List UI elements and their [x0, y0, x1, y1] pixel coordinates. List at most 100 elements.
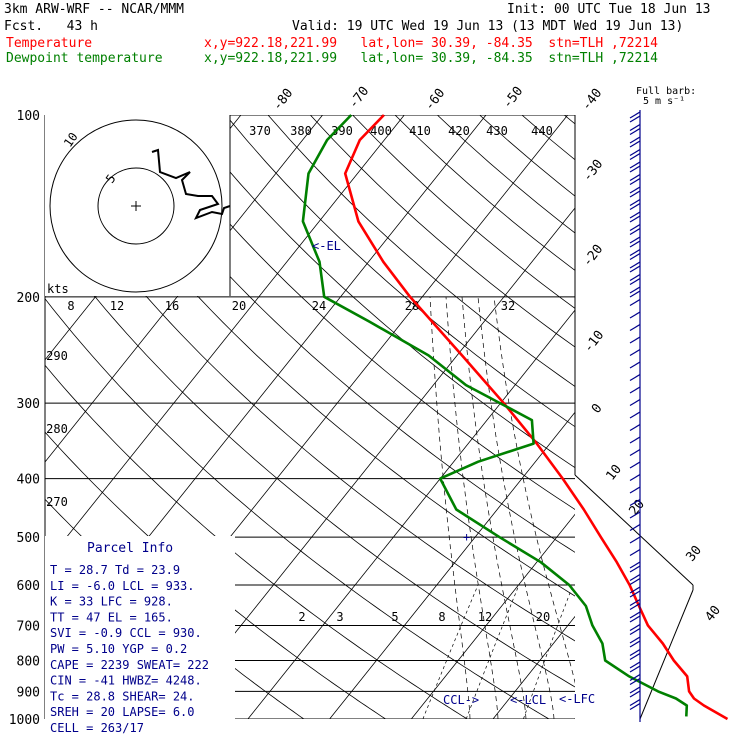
speed-axis-label: 24: [312, 299, 326, 313]
dry-adiabat: [225, 115, 575, 428]
theta-label: 290: [46, 349, 68, 363]
full-barb-label: Full barb:: [636, 86, 696, 97]
pressure-label: 800: [17, 654, 40, 669]
wind-barb: [629, 636, 641, 644]
parcel-info-title: Parcel Info: [87, 541, 173, 556]
wind-barb: [629, 436, 641, 444]
parcel-info-row: CELL = 263/17: [50, 721, 144, 735]
pressure-label: 200: [17, 291, 40, 306]
wind-barb: [629, 473, 641, 482]
valid-time: Valid: 19 UTC Wed 19 Jun 13 (13 MDT Wed …: [292, 19, 684, 34]
wind-barb: [629, 536, 641, 544]
mixing-ratio-line: [465, 584, 520, 719]
theta-label: 270: [46, 495, 68, 509]
dry-adiabat: [267, 115, 575, 387]
hodograph-ring-inner: [97, 167, 175, 245]
dry-adiabat: [437, 115, 575, 234]
wind-barb: [629, 165, 641, 173]
mixing-ratio-label: 20: [536, 610, 550, 624]
wind-barb: [629, 361, 641, 369]
moist-adiabat-line: [429, 296, 471, 719]
wind-barb: [629, 161, 641, 169]
pressure-label: 900: [17, 685, 40, 700]
dry-adiabat: [98, 115, 575, 553]
parcel-info-row: CAPE = 2239 SWEAT= 222: [50, 658, 209, 672]
pressure-label: 400: [17, 473, 40, 488]
wind-barb: [629, 611, 641, 619]
parcel-info-row: K = 33 LFC = 928.: [50, 595, 173, 609]
wind-barb: [629, 498, 641, 507]
pressure-label: 600: [17, 579, 40, 594]
wind-barb: [629, 652, 641, 661]
wind-barb: [629, 586, 641, 594]
parcel-info-row: PW = 5.10 YGP = 0.2: [50, 642, 187, 656]
mixing-ratio-line: [422, 584, 479, 719]
dewpoint-location: x,y=922.18,221.99 lat,lon= 30.39, -84.35…: [204, 51, 658, 66]
wind-barb: [629, 202, 641, 211]
speed-axis-label: 16: [165, 299, 179, 313]
wind-barb: [629, 486, 641, 494]
dry-adiabat: [56, 115, 575, 597]
wind-barb: [629, 702, 641, 711]
isotherm-line: [410, 513, 575, 719]
wind-barb: [629, 690, 641, 698]
el-marker: <-EL: [312, 239, 341, 253]
parcel-info-row: SVI = -0.9 CCL = 930.: [50, 626, 202, 640]
speed-axis-label: 12: [110, 299, 124, 313]
parcel-info-row: LI = -6.0 LCL = 933.: [50, 579, 195, 593]
temperature-location: x,y=922.18,221.99 lat,lon= 30.39, -84.35…: [204, 36, 658, 51]
pressure-label: 1000: [9, 713, 40, 728]
wind-barb: [629, 290, 641, 298]
wind-barb: [629, 423, 641, 432]
wind-barb: [629, 248, 641, 257]
hodograph-trace: [151, 148, 231, 220]
mixing-ratio-label: 12: [478, 610, 492, 624]
isotherm-label: 30: [684, 543, 705, 565]
wind-barb: [629, 265, 641, 273]
isotherm-line: [247, 309, 575, 719]
wind-barb: [629, 661, 641, 669]
theta-label: 390: [331, 124, 353, 138]
model-title: 3km ARW-WRF -- NCAR/MMM: [4, 2, 185, 17]
full-barb-value: 5 m s⁻¹: [643, 96, 685, 107]
wind-barb: [629, 598, 641, 607]
dry-adiabat: [45, 164, 575, 642]
wind-barb: [629, 523, 641, 532]
wind-barb: [629, 627, 641, 636]
skew-edge-lower: [639, 589, 694, 720]
mixing-ratio-label: 3: [336, 610, 343, 624]
wind-barb: [629, 665, 641, 673]
wind-barb: [629, 115, 641, 123]
wind-barb: [629, 615, 641, 623]
wind-barb: [629, 215, 641, 223]
isotherm-label: -40: [579, 86, 605, 114]
wind-barb: [629, 277, 641, 286]
wind-barb: [629, 336, 641, 344]
theta-label: 400: [370, 124, 392, 138]
init-time: Init: 00 UTC Tue 18 Jun 13: [507, 2, 711, 17]
theta-label: 280: [46, 422, 68, 436]
mixing-ratio-label: 5: [391, 610, 398, 624]
wind-barb: [629, 148, 641, 157]
lcl-marker: <-LCL: [510, 693, 546, 707]
isotherm-label: -60: [422, 86, 448, 114]
parcel-info-background: [45, 536, 235, 719]
wind-barb: [629, 190, 641, 198]
wind-barb: [629, 152, 641, 161]
wind-barb: [629, 698, 641, 707]
wind-barb: [629, 590, 641, 598]
speed-axis-label: 32: [501, 299, 515, 313]
dewpoint-legend-label: Dewpoint temperature: [6, 51, 163, 66]
theta-label: 430: [486, 124, 508, 138]
wind-barb: [629, 211, 641, 219]
mixing-ratio-label: 2: [298, 610, 305, 624]
hodograph-ring-outer: [49, 119, 223, 293]
dry-adiabat: [649, 115, 740, 719]
wind-barb: [629, 577, 641, 586]
wind-barb: [629, 252, 641, 261]
wind-barb: [629, 261, 641, 269]
isotherm-label: -30: [580, 157, 606, 185]
moist-adiabat-line: [445, 296, 499, 719]
